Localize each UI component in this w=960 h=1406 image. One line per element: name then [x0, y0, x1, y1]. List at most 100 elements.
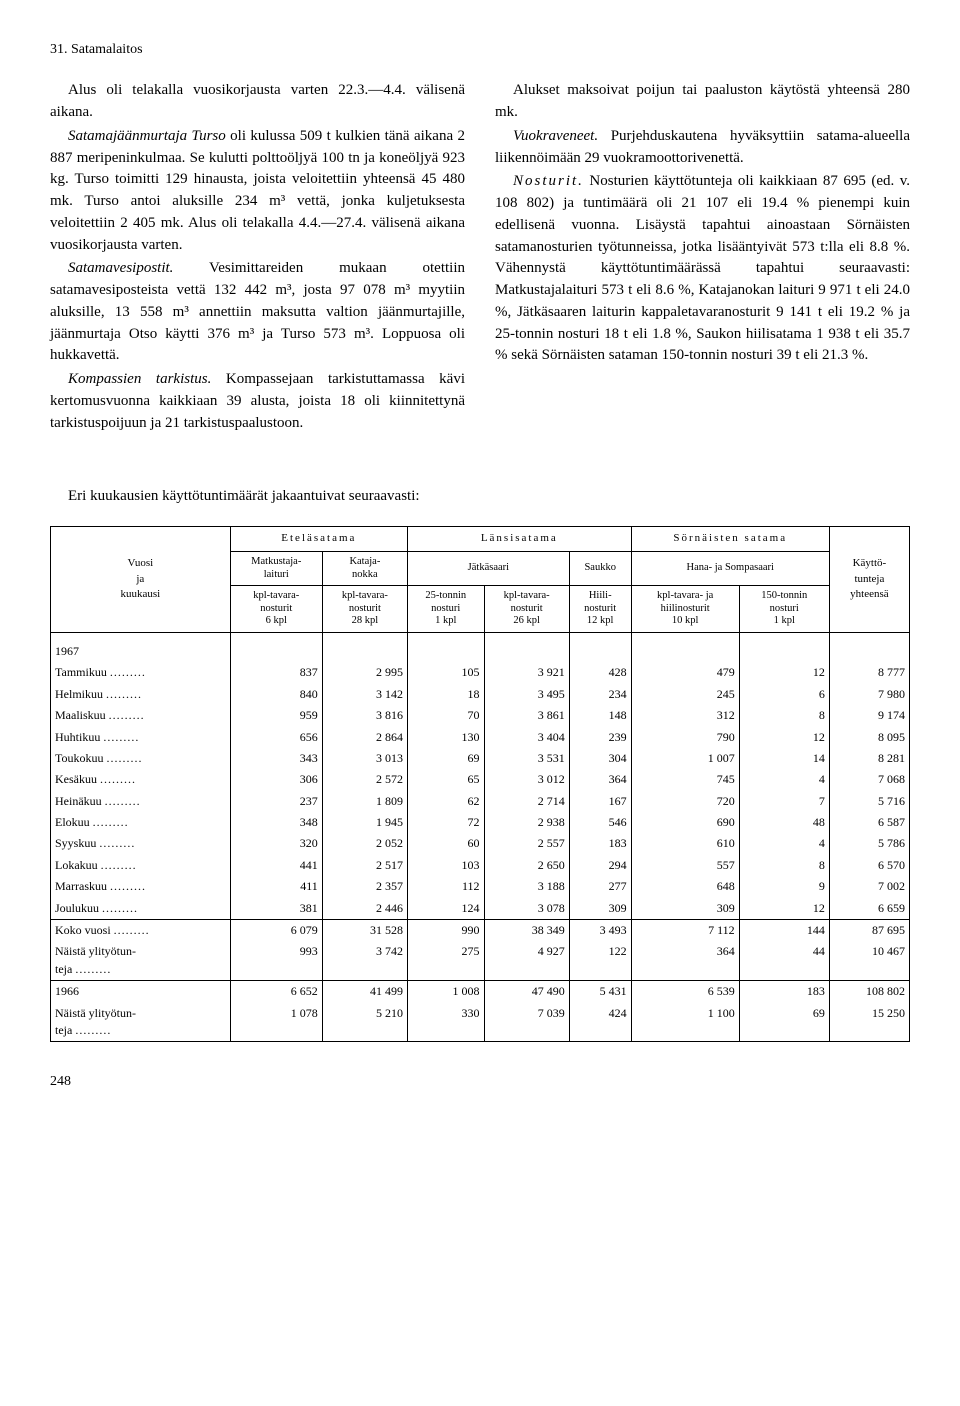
table-cell: 3 816 [322, 705, 407, 726]
row-label: Näistä ylityötun-teja ......... [51, 941, 231, 980]
table-cell: 343 [230, 748, 322, 769]
left-column: Alus oli telakalla vuosikorjausta varten… [50, 80, 465, 436]
row-label: Näistä ylityötun-teja ......... [51, 1003, 231, 1042]
paragraph: Alukset maksoivat poijun tai paaluston k… [495, 80, 910, 124]
table-cell: 7 [739, 791, 829, 812]
table-cell: 2 864 [322, 727, 407, 748]
table-cell: 5 431 [569, 981, 631, 1003]
table-cell: 1 078 [230, 1003, 322, 1042]
paragraph: Nosturit. Nosturien käyttötunteja oli ka… [495, 171, 910, 367]
table-cell: 4 [739, 769, 829, 790]
table-cell: 3 142 [322, 684, 407, 705]
table-cell: 60 [408, 833, 485, 854]
table-cell: 5 716 [829, 791, 909, 812]
table-body: 1967Tammikuu .........8372 9951053 92142… [51, 632, 910, 1041]
table-cell: 309 [569, 898, 631, 920]
table-cell: 6 [739, 684, 829, 705]
table-cell: 2 995 [322, 662, 407, 683]
row-label: 1967 [51, 632, 231, 662]
sub-matkustaja: Matkustaja-laituri [230, 551, 322, 585]
page-number: 248 [50, 1072, 910, 1092]
table-cell: 9 174 [829, 705, 909, 726]
row-label: Kesäkuu ......... [51, 769, 231, 790]
table-cell [484, 632, 569, 662]
table-cell: 479 [631, 662, 739, 683]
table-cell: 12 [739, 898, 829, 920]
table-cell: 108 802 [829, 981, 909, 1003]
table-cell: 167 [569, 791, 631, 812]
table-cell: 14 [739, 748, 829, 769]
table-cell: 8 095 [829, 727, 909, 748]
table-row: 1967 [51, 632, 910, 662]
row-label: Huhtikuu ......... [51, 727, 231, 748]
table-cell: 277 [569, 876, 631, 897]
group-etelasatama: Eteläsatama [230, 527, 407, 552]
table-cell: 294 [569, 855, 631, 876]
unit-3: kpl-tavara-nosturit26 kpl [484, 586, 569, 633]
sub-saukko: Saukko [569, 551, 631, 585]
table-row: Koko vuosi .........6 07931 52899038 349… [51, 920, 910, 942]
table-cell: 320 [230, 833, 322, 854]
table-cell: 18 [408, 684, 485, 705]
table-cell: 3 012 [484, 769, 569, 790]
table-cell: 720 [631, 791, 739, 812]
table-cell: 6 539 [631, 981, 739, 1003]
table-cell: 237 [230, 791, 322, 812]
table-row: Joulukuu .........3812 4461243 078309309… [51, 898, 910, 920]
table-cell: 411 [230, 876, 322, 897]
table-cell: 6 570 [829, 855, 909, 876]
table-cell [322, 632, 407, 662]
row-label: 1966 [51, 981, 231, 1003]
table-cell: 2 446 [322, 898, 407, 920]
row-label: Koko vuosi ......... [51, 920, 231, 942]
table-cell: 2 517 [322, 855, 407, 876]
row-label: Joulukuu ......... [51, 898, 231, 920]
table-cell: 87 695 [829, 920, 909, 942]
table-row: Tammikuu .........8372 9951053 921428479… [51, 662, 910, 683]
table-cell: 6 587 [829, 812, 909, 833]
unit-5: kpl-tavara- jahiilinosturit10 kpl [631, 586, 739, 633]
table-cell: 62 [408, 791, 485, 812]
table-cell: 312 [631, 705, 739, 726]
table-cell: 8 [739, 855, 829, 876]
table-cell [631, 632, 739, 662]
table-cell: 2 052 [322, 833, 407, 854]
table-cell: 610 [631, 833, 739, 854]
table-cell: 122 [569, 941, 631, 980]
table-cell: 648 [631, 876, 739, 897]
row-header-label: Vuosijakuukausi [51, 527, 231, 633]
table-cell: 69 [739, 1003, 829, 1042]
table-cell: 47 490 [484, 981, 569, 1003]
table-cell: 7 068 [829, 769, 909, 790]
table-cell: 12 [739, 727, 829, 748]
table-cell: 69 [408, 748, 485, 769]
paragraph: Satamavesipostit. Vesimittareiden mukaan… [50, 258, 465, 367]
unit-6: 150-tonninnosturi1 kpl [739, 586, 829, 633]
table-row: Elokuu .........3481 945722 938546690486… [51, 812, 910, 833]
table-cell: 993 [230, 941, 322, 980]
table-cell: 48 [739, 812, 829, 833]
table-cell: 12 [739, 662, 829, 683]
table-cell: 105 [408, 662, 485, 683]
table-cell: 130 [408, 727, 485, 748]
page-header: 31. Satamalaitos [50, 40, 910, 60]
table-cell [569, 632, 631, 662]
table-cell: 309 [631, 898, 739, 920]
table-cell: 8 [739, 705, 829, 726]
right-column: Alukset maksoivat poijun tai paaluston k… [495, 80, 910, 436]
table-cell: 1 007 [631, 748, 739, 769]
paragraph: Satamajäänmurtaja Turso oli kulussa 509 … [50, 126, 465, 257]
table-intro: Eri kuukausien käyttötuntimäärät jakaant… [50, 486, 910, 508]
paragraph: Vuokraveneet. Purjehduskautena hyväksytt… [495, 126, 910, 170]
table-cell: 6 659 [829, 898, 909, 920]
table-cell: 15 250 [829, 1003, 909, 1042]
table-cell: 8 281 [829, 748, 909, 769]
table-cell [829, 632, 909, 662]
table-cell: 546 [569, 812, 631, 833]
group-lansisatama: Länsisatama [408, 527, 632, 552]
sub-hana: Hana- ja Sompasaari [631, 551, 829, 585]
row-label: Helmikuu ......... [51, 684, 231, 705]
unit-4: Hiili-nosturit12 kpl [569, 586, 631, 633]
table-cell [230, 632, 322, 662]
table-cell: 6 652 [230, 981, 322, 1003]
